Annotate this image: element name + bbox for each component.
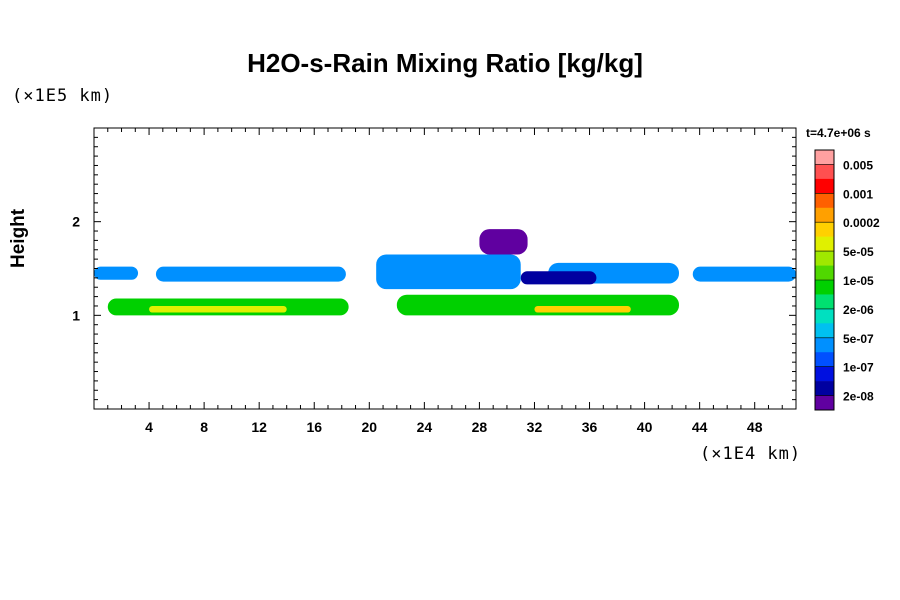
colorbar-swatch bbox=[815, 164, 834, 180]
x-tick-label: 8 bbox=[200, 419, 208, 435]
colorbar-label: 0.0002 bbox=[843, 216, 880, 230]
colorbar-swatch bbox=[815, 265, 834, 281]
contour-region-violet-plume bbox=[479, 229, 528, 255]
x-tick-label: 36 bbox=[582, 419, 598, 435]
colorbar-swatch bbox=[815, 395, 834, 411]
colorbar-swatch bbox=[815, 337, 834, 353]
x-tick-label: 44 bbox=[692, 419, 708, 435]
colorbar-label: 2e-06 bbox=[843, 303, 874, 317]
colorbar-swatch bbox=[815, 150, 834, 165]
chart-title: H2O-s-Rain Mixing Ratio [kg/kg] bbox=[247, 48, 643, 78]
y-axis-unit: (×1E5 km) bbox=[12, 86, 114, 106]
contour-region-deep-blue-core bbox=[520, 271, 597, 285]
time-label: t=4.7e+06 s bbox=[806, 126, 871, 140]
x-tick-label: 16 bbox=[306, 419, 322, 435]
x-tick-label: 32 bbox=[527, 419, 543, 435]
x-tick-label: 12 bbox=[251, 419, 267, 435]
colorbar-label: 2e-08 bbox=[843, 390, 874, 404]
y-tick-label: 1 bbox=[72, 307, 80, 323]
colorbar-label: 1e-07 bbox=[843, 361, 874, 375]
colorbar-swatch bbox=[815, 251, 834, 266]
colorbar-swatch bbox=[815, 381, 834, 396]
x-tick-label: 40 bbox=[637, 419, 653, 435]
colorbar-label: 0.005 bbox=[843, 158, 873, 172]
colorbar-label: 0.001 bbox=[843, 187, 873, 201]
contour-region-lower-core-right bbox=[534, 305, 631, 313]
colorbar-swatch bbox=[815, 280, 834, 295]
colorbar-swatch bbox=[815, 352, 834, 367]
colorbar-label: 5e-05 bbox=[843, 245, 874, 259]
contour-region-upper-band-left bbox=[94, 266, 139, 280]
colorbar-swatch bbox=[815, 294, 834, 310]
x-axis-unit: (×1E4 km) bbox=[700, 444, 802, 464]
contour-region-lower-core-left bbox=[149, 305, 287, 313]
colorbar-swatch bbox=[815, 193, 834, 209]
contour-region-upper-band-left2 bbox=[155, 266, 346, 282]
contour-region-middle-plume bbox=[376, 254, 521, 290]
plot-area bbox=[94, 229, 796, 316]
x-tick-label: 4 bbox=[145, 419, 153, 435]
colorbar-label: 5e-07 bbox=[843, 332, 874, 346]
colorbar-swatch bbox=[815, 366, 834, 382]
colorbar-label: 1e-05 bbox=[843, 274, 874, 288]
colorbar: 0.005 0.001 0.0002 5e-05 1e-05 2e-06 5e-07 1e-0… bbox=[814, 149, 880, 411]
y-tick-label: 2 bbox=[72, 214, 80, 230]
colorbar-swatch bbox=[815, 236, 834, 252]
colorbar-swatch bbox=[815, 308, 834, 324]
x-tick-label: 48 bbox=[747, 419, 763, 435]
colorbar-swatch bbox=[815, 178, 834, 194]
x-tick-label: 28 bbox=[472, 419, 488, 435]
contour-region-upper-band-right bbox=[692, 266, 796, 282]
x-tick-label: 20 bbox=[362, 419, 378, 435]
x-tick-label: 24 bbox=[417, 419, 433, 435]
colorbar-swatch bbox=[815, 323, 834, 339]
colorbar-swatch bbox=[815, 207, 834, 223]
colorbar-swatch bbox=[815, 222, 834, 237]
